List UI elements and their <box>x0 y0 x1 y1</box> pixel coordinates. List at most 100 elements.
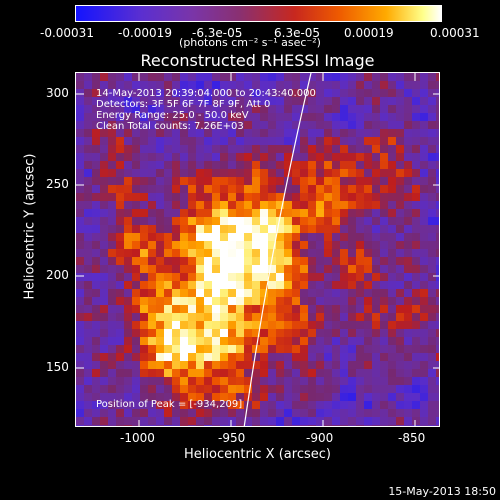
image-pixel <box>124 425 132 426</box>
image-pixel <box>364 209 372 217</box>
image-pixel <box>292 233 300 241</box>
image-pixel <box>284 89 292 97</box>
image-pixel <box>236 113 244 121</box>
image-pixel <box>84 369 92 377</box>
image-pixel <box>276 289 284 297</box>
image-pixel <box>356 97 364 105</box>
image-pixel <box>260 281 268 289</box>
image-pixel <box>292 425 300 426</box>
image-pixel <box>100 209 108 217</box>
image-pixel <box>404 353 412 361</box>
image-pixel <box>196 337 204 345</box>
image-pixel <box>428 321 436 329</box>
image-pixel <box>324 377 332 385</box>
image-pixel <box>340 313 348 321</box>
image-pixel <box>100 105 108 113</box>
image-pixel <box>220 217 228 225</box>
image-pixel <box>164 193 172 201</box>
image-pixel <box>252 321 260 329</box>
image-pixel <box>324 249 332 257</box>
image-pixel <box>348 289 356 297</box>
image-pixel <box>356 321 364 329</box>
image-pixel <box>84 385 92 393</box>
image-pixel <box>236 257 244 265</box>
image-pixel <box>436 297 439 305</box>
image-pixel <box>428 417 436 425</box>
image-pixel <box>372 185 380 193</box>
image-pixel <box>252 161 260 169</box>
image-pixel <box>396 385 404 393</box>
image-pixel <box>308 81 316 89</box>
image-pixel <box>300 401 308 409</box>
image-pixel <box>420 353 428 361</box>
image-pixel <box>268 105 276 113</box>
image-pixel <box>436 249 439 257</box>
y-tick-label: 300 <box>46 86 69 100</box>
image-pixel <box>260 169 268 177</box>
image-pixel <box>228 281 236 289</box>
image-pixel <box>76 153 84 161</box>
image-pixel <box>420 425 428 426</box>
image-pixel <box>236 161 244 169</box>
image-pixel <box>76 169 84 177</box>
image-pixel <box>148 313 156 321</box>
image-pixel <box>92 249 100 257</box>
image-pixel <box>332 273 340 281</box>
image-pixel <box>76 393 84 401</box>
image-pixel <box>252 225 260 233</box>
image-pixel <box>148 393 156 401</box>
image-pixel <box>412 425 420 426</box>
image-pixel <box>404 177 412 185</box>
image-pixel <box>412 377 420 385</box>
image-pixel <box>364 161 372 169</box>
image-pixel <box>364 241 372 249</box>
image-pixel <box>252 337 260 345</box>
image-pixel <box>244 377 252 385</box>
image-pixel <box>244 145 252 153</box>
image-pixel <box>236 209 244 217</box>
image-pixel <box>348 137 356 145</box>
image-pixel <box>356 409 364 417</box>
image-pixel <box>156 329 164 337</box>
image-pixel <box>332 329 340 337</box>
image-pixel <box>372 169 380 177</box>
image-pixel <box>396 201 404 209</box>
image-pixel <box>284 345 292 353</box>
image-pixel <box>76 289 84 297</box>
image-pixel <box>388 337 396 345</box>
image-pixel <box>228 97 236 105</box>
image-pixel <box>404 385 412 393</box>
image-pixel <box>396 129 404 137</box>
image-pixel <box>340 273 348 281</box>
image-pixel <box>172 73 180 81</box>
image-pixel <box>124 121 132 129</box>
image-pixel <box>364 193 372 201</box>
image-pixel <box>284 329 292 337</box>
image-pixel <box>156 121 164 129</box>
image-pixel <box>364 361 372 369</box>
image-pixel <box>140 161 148 169</box>
image-pixel <box>292 297 300 305</box>
image-pixel <box>132 233 140 241</box>
image-pixel <box>180 113 188 121</box>
image-pixel <box>332 345 340 353</box>
image-pixel <box>268 337 276 345</box>
image-pixel <box>252 73 260 81</box>
image-pixel <box>204 281 212 289</box>
image-pixel <box>268 145 276 153</box>
image-pixel <box>372 289 380 297</box>
image-pixel <box>220 329 228 337</box>
image-pixel <box>84 305 92 313</box>
image-pixel <box>148 153 156 161</box>
image-pixel <box>348 377 356 385</box>
image-pixel <box>84 313 92 321</box>
image-pixel <box>396 97 404 105</box>
image-pixel <box>92 73 100 81</box>
image-pixel <box>380 209 388 217</box>
image-pixel <box>204 249 212 257</box>
image-pixel <box>140 337 148 345</box>
image-pixel <box>156 161 164 169</box>
image-pixel <box>276 257 284 265</box>
image-pixel <box>236 305 244 313</box>
image-pixel <box>404 369 412 377</box>
